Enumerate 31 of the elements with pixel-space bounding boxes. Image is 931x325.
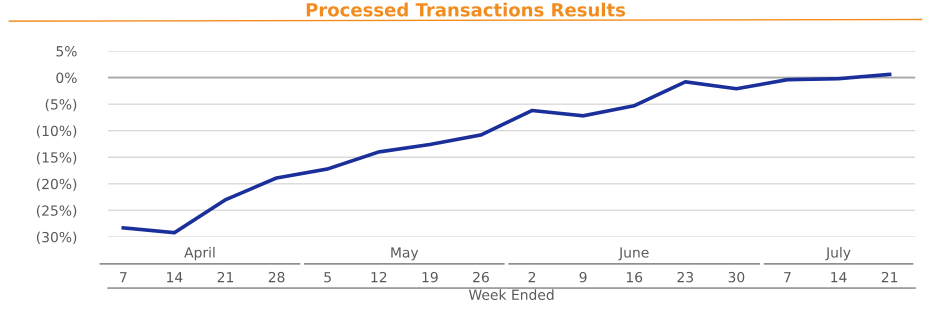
x-tick-label: 19: [422, 272, 438, 282]
line-series: [122, 72, 892, 234]
x-tick-label: 28: [268, 272, 284, 282]
x-tick-label: 2: [528, 272, 536, 282]
x-tick-label: 9: [580, 272, 587, 282]
x-tick-label: 7: [784, 272, 791, 282]
x-axis-title: Week Ended: [468, 289, 554, 300]
y-tick-label: (30%): [36, 232, 76, 244]
y-tick-label: (15%): [36, 152, 76, 164]
y-tick-label: (25%): [36, 205, 76, 218]
text: July: [825, 246, 851, 260]
x-tick-label: 21: [218, 272, 234, 282]
x-tick-label: 14: [167, 272, 182, 282]
x-tick-label: 21: [882, 272, 898, 282]
y-tick-label: (20%): [36, 178, 76, 191]
y-tick-label: 0%: [56, 72, 77, 84]
x-tick-label: 26: [473, 272, 489, 282]
x-tick-label: 12: [371, 272, 386, 282]
text: May: [391, 247, 418, 260]
chart-title: Processed Transactions Results: [306, 2, 626, 17]
y-tick-label: 5%: [56, 46, 77, 56]
x-tick-label: 14: [831, 272, 847, 282]
x-tick-label: 30: [728, 272, 744, 282]
text: April: [184, 246, 215, 260]
x-tick-label: 23: [677, 272, 694, 282]
y-tick-label: (10%): [36, 125, 76, 138]
text: June: [618, 247, 649, 260]
y-tick-label: (5%): [46, 98, 76, 112]
x-tick-label: 16: [626, 272, 642, 282]
x-tick-label: 7: [120, 272, 127, 282]
x-tick-label: 5: [324, 272, 331, 282]
